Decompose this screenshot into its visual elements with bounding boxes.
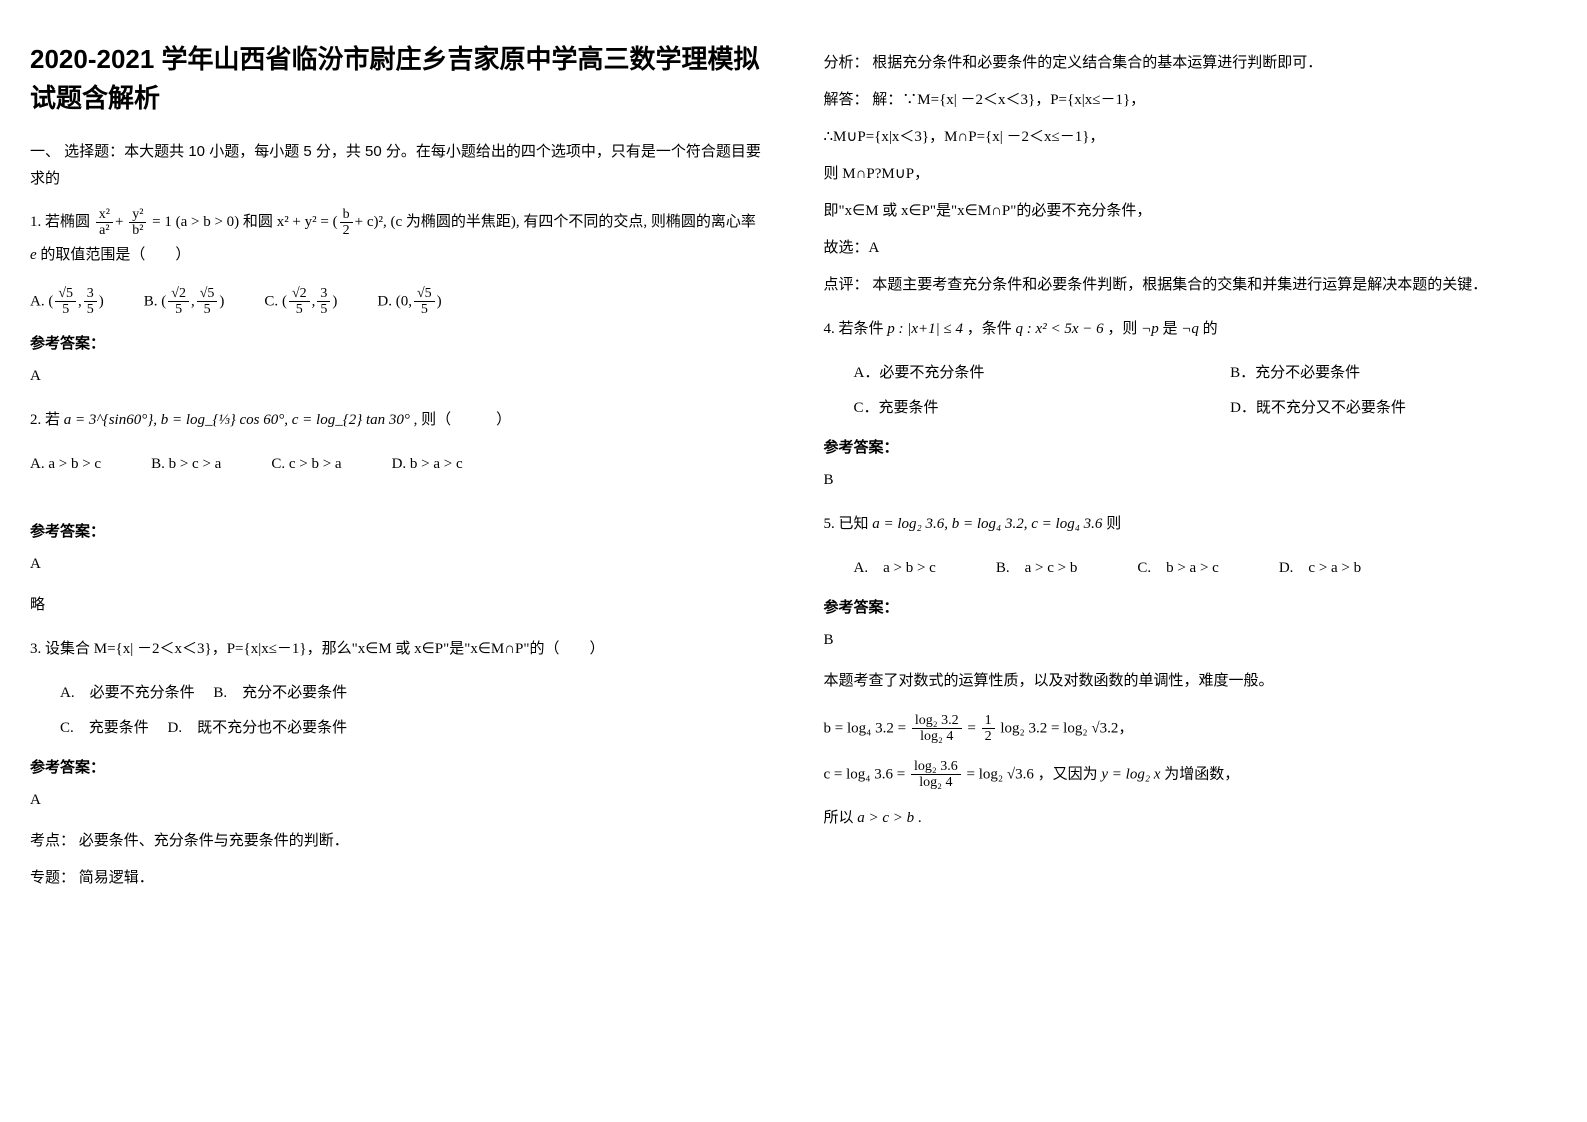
q4-answer: B xyxy=(824,467,1558,494)
q5-option-c: C. b > a > c xyxy=(1137,555,1219,582)
q1-frac1: x² a² xyxy=(96,207,113,239)
q3-options-row1: A. 必要不充分条件 B. 充分不必要条件 xyxy=(60,680,764,707)
q5-eq-b: b = log₄ 3.2 = log₂ 3.2log₂ 4 = 12 log₂ … xyxy=(824,713,1558,745)
q4-options-row2: C．充要条件 D．既不充分又不必要条件 xyxy=(854,395,1558,422)
q1-options: A. (√55,35) B. (√25,√55) C. (√25,35) D. … xyxy=(30,286,764,318)
right-column: 分析： 根据充分条件和必要条件的定义结合集合的基本运算进行判断即可． 解答： 解… xyxy=(824,40,1558,902)
q2-options: A. a > b > c B. b > c > a C. c > b > a D… xyxy=(30,451,764,478)
question-2: 2. 若 a = 3^{sin60°}, b = log_{⅓} cos 60°… xyxy=(30,404,764,437)
q3-jieda: 解答： 解：∵M={x| －2＜x＜3}，P={x|x≤－1}， xyxy=(824,87,1558,114)
q1-option-b: B. (√25,√55) xyxy=(144,286,225,318)
question-5: 5. 已知 a = log₂ 3.6, b = log₄ 3.2, c = lo… xyxy=(824,508,1558,541)
q4-option-d: D．既不充分又不必要条件 xyxy=(1230,395,1406,422)
q1-answer: A xyxy=(30,363,764,390)
q5-answer-label: 参考答案： xyxy=(824,594,1558,621)
q5-option-d: D. c > a > b xyxy=(1279,555,1361,582)
q3-zhuanti: 专题： 简易逻辑． xyxy=(30,865,764,892)
q4-option-b: B．充分不必要条件 xyxy=(1230,360,1360,387)
q3-option-b: B. 充分不必要条件 xyxy=(213,685,347,701)
q3-jieda3: 则 M∩P?M∪P， xyxy=(824,161,1558,188)
q1-option-a: A. (√55,35) xyxy=(30,286,104,318)
q5-option-b: B. a > c > b xyxy=(996,555,1078,582)
q1-option-d: D. (0,√55) xyxy=(377,286,441,318)
document-title: 2020-2021 学年山西省临汾市尉庄乡吉家原中学高三数学理模拟试题含解析 xyxy=(30,40,764,118)
section-1-heading: 一、 选择题：本大题共 10 小题，每小题 5 分，共 50 分。在每小题给出的… xyxy=(30,138,764,192)
q4-answer-label: 参考答案： xyxy=(824,434,1558,461)
q3-option-d: D. 既不充分也不必要条件 xyxy=(168,720,348,736)
q5-explain1: 本题考查了对数式的运算性质，以及对数函数的单调性，难度一般。 xyxy=(824,668,1558,695)
q2-note: 略 xyxy=(30,592,764,619)
q3-jieda5: 故选：A xyxy=(824,235,1558,262)
question-4: 4. 若条件 p : |x+1| ≤ 4 ，条件 q : x² < 5x − 6… xyxy=(824,313,1558,346)
q1-stem-prefix: 1. 若椭圆 xyxy=(30,214,90,230)
q4-option-a: A．必要不充分条件 xyxy=(854,360,1171,387)
q2-answer-label: 参考答案： xyxy=(30,518,764,545)
question-3: 3. 设集合 M={x| －2＜x＜3}，P={x|x≤－1}，那么"x∈M 或… xyxy=(30,633,764,666)
q3-options-row2: C. 充要条件 D. 既不充分也不必要条件 xyxy=(60,715,764,742)
q4-option-c: C．充要条件 xyxy=(854,395,1171,422)
q3-answer-label: 参考答案： xyxy=(30,754,764,781)
q3-jieda2: ∴M∪P={x|x＜3}，M∩P={x| －2＜x≤－1}， xyxy=(824,124,1558,151)
q3-fenxi: 分析： 根据充分条件和必要条件的定义结合集合的基本运算进行判断即可． xyxy=(824,50,1558,77)
page-two-columns: 2020-2021 学年山西省临汾市尉庄乡吉家原中学高三数学理模拟试题含解析 一… xyxy=(30,40,1557,902)
q3-answer: A xyxy=(30,787,764,814)
q2-option-b: B. b > c > a xyxy=(151,451,221,478)
q3-dianping: 点评： 本题主要考查充分条件和必要条件判断，根据集合的交集和并集进行运算是解决本… xyxy=(824,272,1558,299)
q3-option-c: C. 充要条件 xyxy=(60,720,149,736)
q3-kaodian: 考点： 必要条件、充分条件与充要条件的判断． xyxy=(30,828,764,855)
q2-option-d: D. b > a > c xyxy=(392,451,463,478)
q5-answer: B xyxy=(824,627,1558,654)
q2-option-a: A. a > b > c xyxy=(30,451,101,478)
q3-jieda4: 即"x∈M 或 x∈P"是"x∈M∩P"的必要不充分条件， xyxy=(824,198,1558,225)
q2-answer: A xyxy=(30,551,764,578)
q1-frac2: y² b² xyxy=(129,207,146,239)
q2-option-c: C. c > b > a xyxy=(271,451,341,478)
question-1: 1. 若椭圆 x² a² + y² b² = 1 (a > b > 0) 和圆 … xyxy=(30,206,764,272)
q5-options: A. a > b > c B. a > c > b C. b > a > c D… xyxy=(854,555,1558,582)
left-column: 2020-2021 学年山西省临汾市尉庄乡吉家原中学高三数学理模拟试题含解析 一… xyxy=(30,40,764,902)
q5-option-a: A. a > b > c xyxy=(854,555,936,582)
q1-answer-label: 参考答案： xyxy=(30,330,764,357)
q1-frac3: b 2 xyxy=(340,207,353,239)
q5-eq-c: c = log₄ 3.6 = log₂ 3.6log₂ 4 = log₂ √3.… xyxy=(824,759,1558,791)
q3-option-a: A. 必要不充分条件 xyxy=(60,685,195,701)
q1-option-c: C. (√25,35) xyxy=(264,286,337,318)
q5-final: 所以 a > c > b . xyxy=(824,805,1558,832)
q4-options-row1: A．必要不充分条件 B．充分不必要条件 xyxy=(854,360,1558,387)
